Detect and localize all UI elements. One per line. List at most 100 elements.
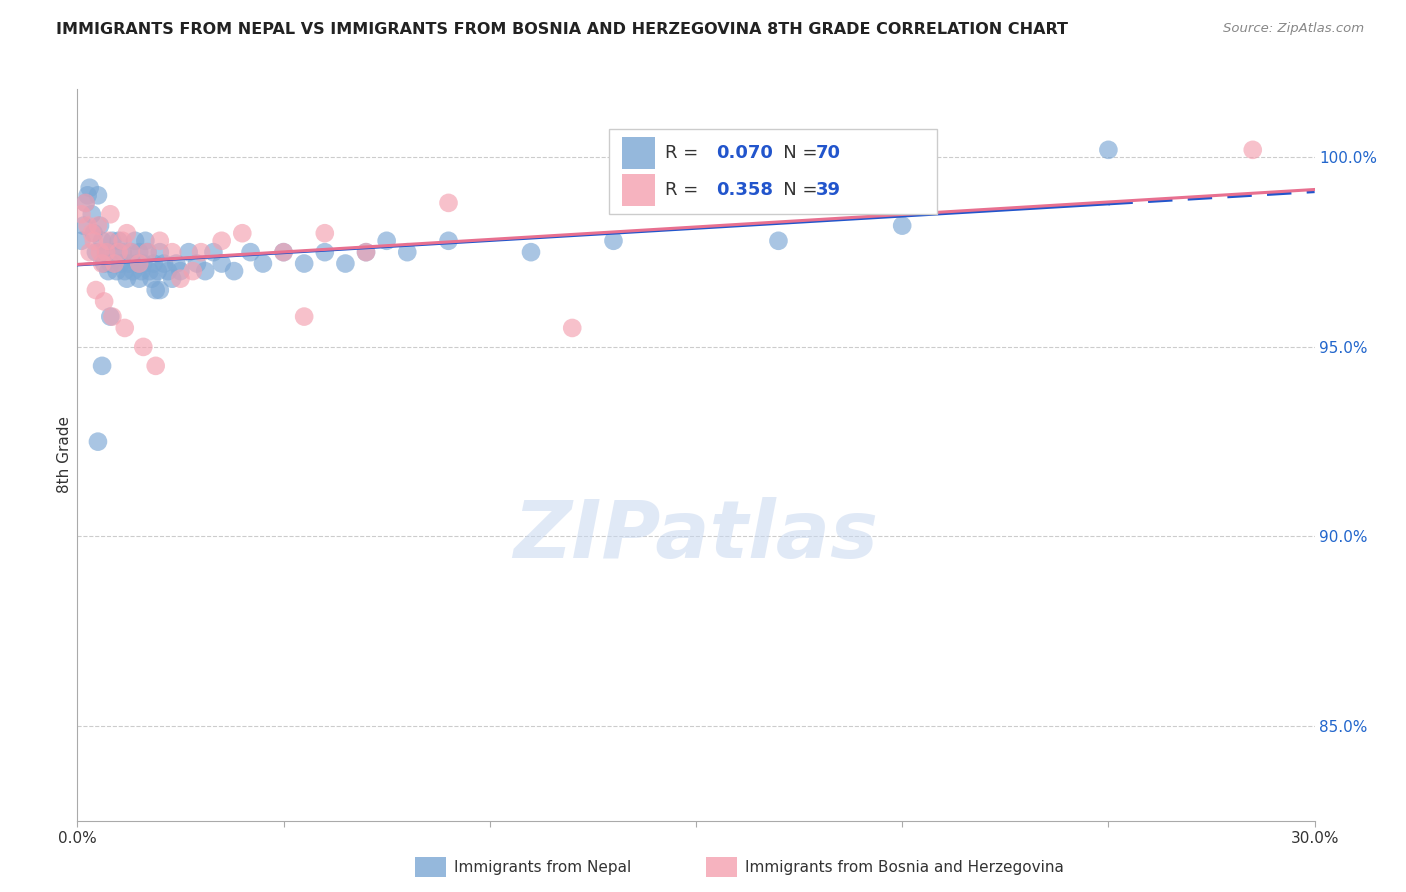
Point	[222, 264, 245, 278]
Point	[134, 234, 156, 248]
Point	[128, 245, 150, 260]
Point	[136, 245, 159, 260]
Point	[145, 359, 167, 373]
Point	[211, 234, 233, 248]
Point	[89, 245, 111, 260]
Point	[136, 245, 159, 260]
Point	[96, 245, 118, 260]
Point	[75, 195, 97, 210]
Point	[177, 245, 200, 260]
Point	[138, 264, 160, 278]
Text: Immigrants from Nepal: Immigrants from Nepal	[454, 860, 631, 874]
Point	[146, 264, 169, 278]
Point	[335, 256, 357, 270]
Point	[96, 245, 118, 260]
Point	[115, 271, 138, 285]
Point	[76, 219, 98, 233]
Point	[520, 245, 543, 260]
Point	[72, 219, 94, 233]
Point	[97, 264, 120, 278]
Point	[79, 245, 101, 260]
Point	[314, 245, 336, 260]
Point	[239, 245, 262, 260]
Point	[153, 256, 176, 270]
Y-axis label: 8th Grade: 8th Grade	[56, 417, 72, 493]
Point	[396, 245, 419, 260]
Text: N =: N =	[766, 181, 824, 199]
Point	[120, 245, 142, 260]
Point	[437, 195, 460, 210]
Point	[83, 226, 105, 240]
Point	[273, 245, 295, 260]
Point	[80, 226, 103, 240]
Point	[149, 234, 172, 248]
Point	[132, 256, 155, 270]
Point	[114, 264, 136, 278]
Point	[128, 271, 150, 285]
Text: Source: ZipAtlas.com: Source: ZipAtlas.com	[1223, 22, 1364, 36]
Point	[93, 294, 115, 309]
Point	[118, 256, 141, 270]
Point	[1241, 143, 1264, 157]
Point	[101, 234, 124, 248]
Point	[181, 264, 204, 278]
Point	[84, 245, 107, 260]
Point	[107, 245, 129, 260]
Point	[128, 256, 150, 270]
Point	[111, 234, 134, 248]
Point	[122, 264, 145, 278]
Point	[142, 256, 165, 270]
Point	[87, 219, 110, 233]
Point	[76, 188, 98, 202]
Point	[79, 180, 101, 194]
Point	[165, 256, 187, 270]
Point	[75, 195, 97, 210]
Point	[190, 245, 212, 260]
Point	[70, 234, 93, 248]
Text: 0.070: 0.070	[716, 144, 772, 162]
Point	[91, 256, 114, 270]
Point	[129, 264, 152, 278]
Text: N =: N =	[766, 144, 824, 162]
Point	[292, 310, 315, 324]
Point	[101, 310, 124, 324]
Point	[186, 256, 208, 270]
Point	[252, 256, 274, 270]
Point	[768, 234, 790, 248]
Point	[891, 219, 914, 233]
Point	[1097, 143, 1119, 157]
Point	[105, 264, 128, 278]
Point	[87, 434, 110, 449]
Point	[110, 256, 132, 270]
Point	[160, 271, 183, 285]
Point	[169, 264, 191, 278]
Point	[561, 321, 583, 335]
Point	[157, 264, 180, 278]
Point	[169, 271, 191, 285]
Point	[87, 188, 110, 202]
Point	[103, 256, 125, 270]
Point	[231, 226, 253, 240]
Point	[83, 234, 105, 248]
Point	[145, 283, 167, 297]
Point	[314, 226, 336, 240]
Point	[273, 245, 295, 260]
Text: IMMIGRANTS FROM NEPAL VS IMMIGRANTS FROM BOSNIA AND HERZEGOVINA 8TH GRADE CORREL: IMMIGRANTS FROM NEPAL VS IMMIGRANTS FROM…	[56, 22, 1069, 37]
Point	[98, 256, 121, 270]
Point	[149, 283, 172, 297]
Point	[93, 256, 115, 270]
Point	[111, 245, 134, 260]
Text: ZIPatlas: ZIPatlas	[513, 498, 879, 575]
Text: 0.358: 0.358	[716, 181, 773, 199]
Point	[141, 271, 163, 285]
Point	[89, 219, 111, 233]
Point	[437, 234, 460, 248]
Point	[115, 226, 138, 240]
Point	[202, 245, 225, 260]
Point	[98, 310, 121, 324]
Point	[127, 256, 149, 270]
Point	[194, 264, 217, 278]
Point	[149, 245, 172, 260]
Point	[354, 245, 377, 260]
Point	[70, 207, 93, 221]
